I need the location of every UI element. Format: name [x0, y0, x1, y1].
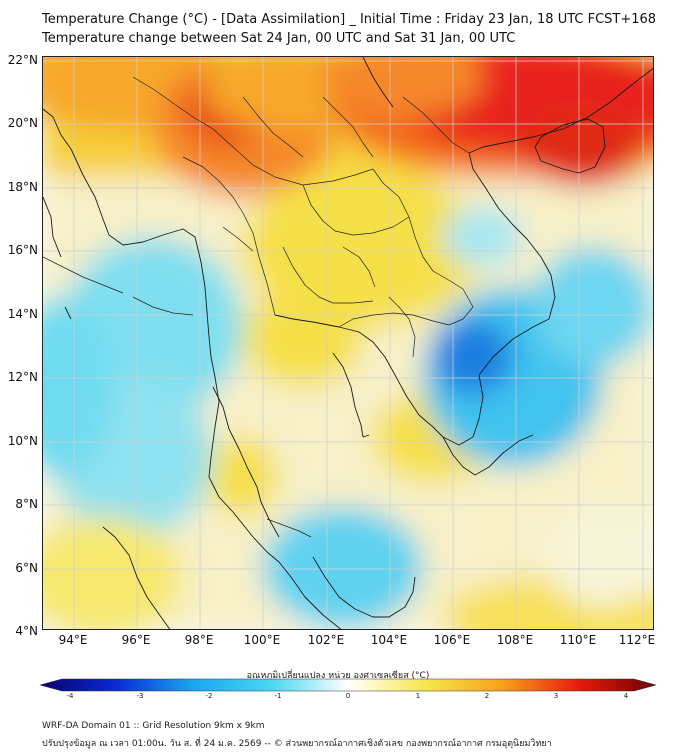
lat-label-12n: 12°N — [7, 370, 38, 384]
lat-label-10n: 10°N — [7, 434, 38, 448]
gridlines — [43, 57, 653, 629]
colorbar — [40, 678, 656, 692]
lat-label-4n: 4°N — [15, 624, 38, 638]
colorbar-tick-2: 2 — [484, 692, 490, 700]
lon-label-106e: 106°E — [433, 633, 471, 647]
lon-label-112e: 112°E — [618, 633, 656, 647]
lat-label-6n: 6°N — [15, 561, 38, 575]
colorbar-gradient — [40, 678, 656, 692]
colorbar-tick-m3: -3 — [136, 692, 144, 700]
lat-label-18n: 18°N — [7, 180, 38, 194]
lon-label-102e: 102°E — [307, 633, 345, 647]
lon-label-100e: 100°E — [243, 633, 281, 647]
lon-label-96e: 96°E — [121, 633, 151, 647]
map-canvas — [43, 57, 653, 629]
lon-label-110e: 110°E — [559, 633, 597, 647]
lat-label-8n: 8°N — [15, 497, 38, 511]
footer-model-info: WRF-DA Domain 01 :: Grid Resolution 9km … — [42, 721, 265, 731]
temperature-field — [43, 57, 653, 629]
lon-label-98e: 98°E — [184, 633, 214, 647]
lat-label-20n: 20°N — [7, 116, 38, 130]
temperature-change-map — [42, 56, 654, 630]
lon-label-104e: 104°E — [370, 633, 408, 647]
lon-label-108e: 108°E — [496, 633, 534, 647]
lon-label-94e: 94°E — [58, 633, 88, 647]
colorbar-tick-m4: -4 — [66, 692, 74, 700]
colorbar-tick-m1: -1 — [274, 692, 282, 700]
lat-label-14n: 14°N — [7, 307, 38, 321]
colorbar-tick-1: 1 — [415, 692, 421, 700]
lat-label-16n: 16°N — [7, 243, 38, 257]
country-borders — [43, 76, 474, 538]
colorbar-tick-m2: -2 — [205, 692, 213, 700]
colorbar-tick-4: 4 — [623, 692, 629, 700]
coastlines — [43, 57, 653, 629]
colorbar-tick-0: 0 — [345, 692, 351, 700]
footer-credit: ปรับปรุงข้อมูล ณ เวลา 01:00น. วัน ส. ที่… — [42, 739, 552, 749]
map-subtitle: Temperature change between Sat 24 Jan, 0… — [42, 31, 516, 46]
map-title: Temperature Change (°C) - [Data Assimila… — [42, 12, 657, 27]
colorbar-title: อุณหภูมิเปลี่ยนแปลง หน่วย องศาเซลเซียส (… — [246, 671, 430, 681]
colorbar-tick-3: 3 — [553, 692, 559, 700]
lat-label-22n: 22°N — [7, 53, 38, 67]
